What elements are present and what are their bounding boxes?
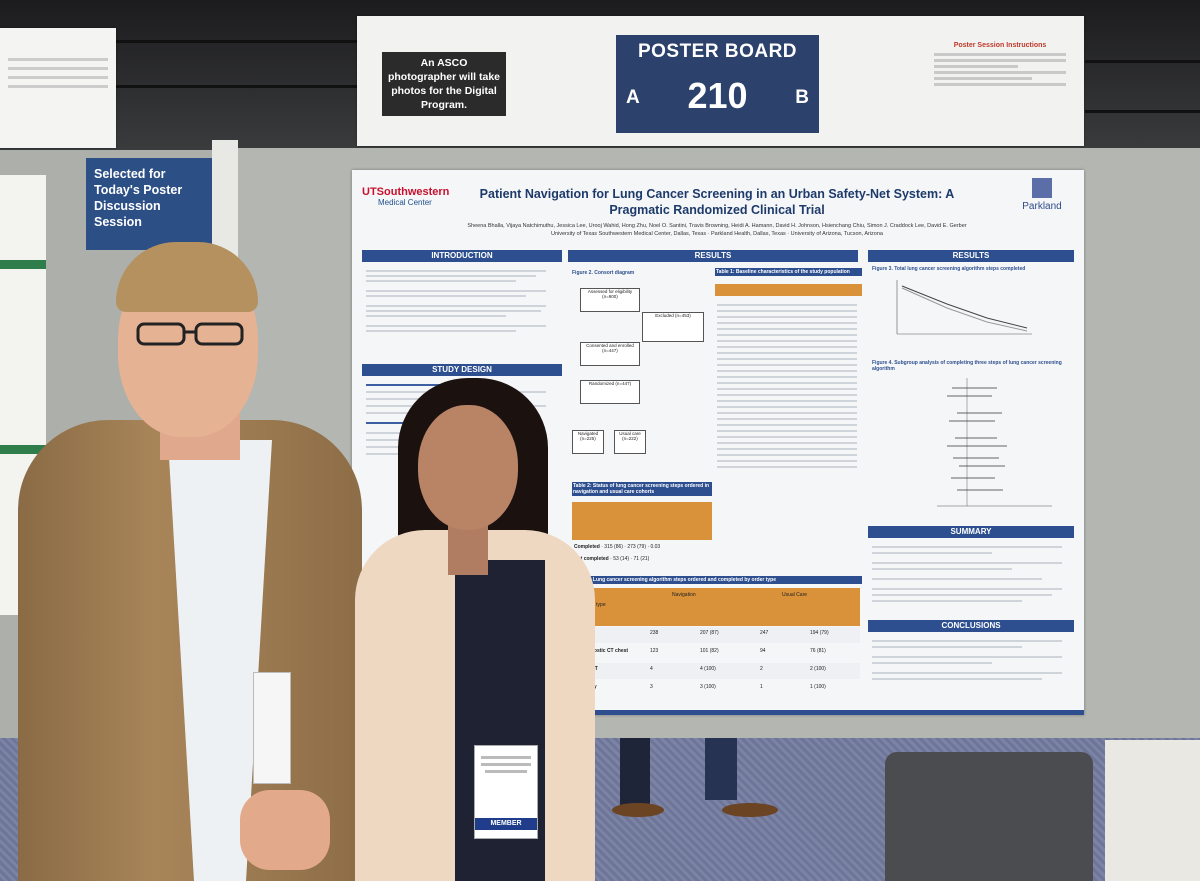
summary-header: SUMMARY bbox=[868, 526, 1074, 538]
results-header-right: RESULTS bbox=[868, 250, 1074, 262]
poster-authors: Sheena Bhalla, Vijaya Natchimuthu, Jessi… bbox=[467, 223, 967, 237]
table1-header bbox=[715, 284, 862, 296]
board-side-b: B bbox=[795, 87, 809, 108]
board-title: POSTER BOARD bbox=[637, 41, 798, 62]
table3-cell: 76 (81) bbox=[810, 648, 826, 654]
background-legs bbox=[612, 738, 778, 817]
table3-cell: 4 bbox=[650, 666, 653, 672]
man-lanyard-badge bbox=[253, 672, 291, 784]
photographer-notice: An ASCO photographer will take photos fo… bbox=[382, 52, 506, 116]
research-poster: UTSouthwestern Medical Center Patient Nav… bbox=[352, 170, 1084, 715]
selected-discussion-notice: Selected for Today's Poster Discussion S… bbox=[86, 158, 212, 250]
table1-label: Table 1: Baseline characteristics of the… bbox=[715, 268, 862, 276]
table2-row-completed: Completed · 315 (86) · 273 (79) · 0.03 bbox=[574, 544, 661, 550]
table3-cell: 194 (79) bbox=[810, 630, 829, 636]
table2-row-not-completed: Not completed · 53 (14) · 71 (21) bbox=[574, 556, 650, 562]
table1-body bbox=[717, 300, 860, 472]
session-instructions: Poster Session Instructions bbox=[930, 42, 1070, 126]
chair bbox=[885, 752, 1093, 881]
consort-excluded: Excluded (n=453) bbox=[642, 312, 704, 342]
table3-cell: 123 bbox=[650, 648, 659, 654]
table3-cell: 94 bbox=[760, 648, 766, 654]
table3-cell: 238 bbox=[650, 630, 659, 636]
consort-usual-care: Usual care (n=222) bbox=[614, 430, 646, 454]
side-table bbox=[1105, 740, 1200, 881]
introduction-text bbox=[366, 267, 558, 335]
man-hair bbox=[116, 242, 258, 312]
board-number: 210 bbox=[687, 75, 748, 116]
consort-navigated: Navigated (n=225) bbox=[572, 430, 604, 454]
consort-enrolled: Consented and enrolled (n=447) bbox=[580, 342, 640, 366]
fig4-forest-plot bbox=[937, 378, 1052, 507]
consort-randomized: Randomized (n=447) bbox=[580, 380, 640, 404]
results-header-left: RESULTS bbox=[568, 250, 858, 262]
table3-cell: 3 bbox=[650, 684, 653, 690]
board-number-box: POSTER BOARD A 210 B bbox=[616, 35, 819, 133]
table3-label: Table 3: Lung cancer screening algorithm… bbox=[572, 576, 862, 584]
table2-label: Table 2: Status of lung cancer screening… bbox=[572, 482, 712, 496]
table3-cell: 247 bbox=[760, 630, 769, 636]
table3-cell: 2 (100) bbox=[810, 666, 826, 672]
member-label: MEMBER bbox=[475, 818, 537, 830]
conclusions-header: CONCLUSIONS bbox=[868, 620, 1074, 632]
fig3-label: Figure 3. Total lung cancer screening al… bbox=[872, 266, 1026, 272]
table3-cell: 3 (100) bbox=[700, 684, 716, 690]
table3-cell: 2 bbox=[760, 666, 763, 672]
table3-order-type: Diagnostic CT chest bbox=[580, 648, 629, 654]
glasses-icon bbox=[136, 322, 244, 346]
ut-southwestern-logo: UTSouthwestern Medical Center bbox=[362, 186, 450, 207]
study-design-header: STUDY DESIGN bbox=[362, 364, 562, 376]
table3-header: Order type Navigation Usual Care bbox=[572, 588, 860, 626]
table2-header bbox=[572, 502, 712, 540]
man-hand bbox=[240, 790, 330, 870]
summary-text bbox=[872, 542, 1070, 606]
table3-cell: 101 (82) bbox=[700, 648, 719, 654]
fig3-line-chart bbox=[896, 280, 1032, 335]
woman-face bbox=[418, 405, 518, 530]
table3-row-stripe bbox=[572, 663, 860, 679]
table3-cell: 207 (87) bbox=[700, 630, 719, 636]
table3-cell: 4 (100) bbox=[700, 666, 716, 672]
introduction-header: INTRODUCTION bbox=[362, 250, 562, 262]
fig4-label: Figure 4. Subgroup analysis of completin… bbox=[872, 360, 1062, 372]
consort-assessed: Assessed for eligibility (n=900) bbox=[580, 288, 640, 312]
table3-cell: 1 bbox=[760, 684, 763, 690]
board-side-a: A bbox=[626, 87, 640, 108]
woman-member-badge: MEMBER bbox=[474, 745, 538, 839]
fig2-label: Figure 2. Consort diagram bbox=[572, 270, 635, 276]
poster-title: Patient Navigation for Lung Cancer Scree… bbox=[479, 187, 955, 217]
instruction-sign-left bbox=[0, 28, 116, 148]
parkland-logo: Parkland bbox=[1012, 178, 1072, 212]
parkland-emblem-icon bbox=[1032, 178, 1052, 198]
conclusions-text bbox=[872, 636, 1070, 684]
table3-row-stripe bbox=[572, 627, 860, 643]
instructions-title: Poster Session Instructions bbox=[953, 42, 1047, 49]
table3-cell: 1 (100) bbox=[810, 684, 826, 690]
